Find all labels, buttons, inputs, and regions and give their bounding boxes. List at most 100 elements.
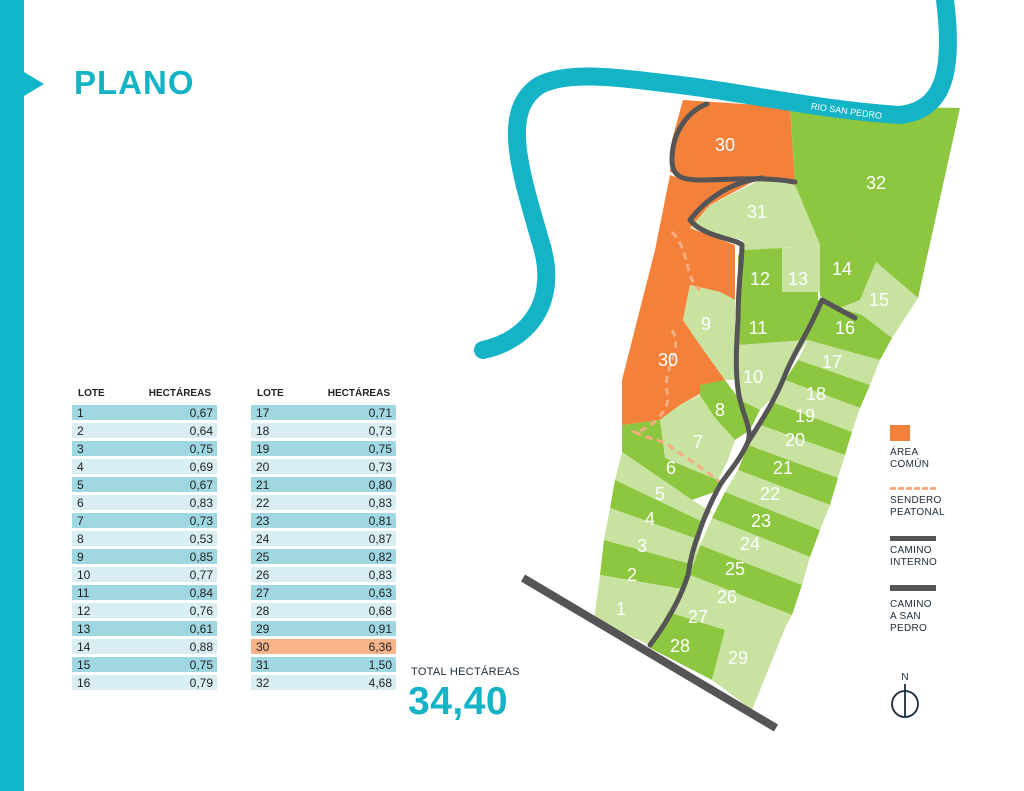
legend-common-area: ÁREA COMÚN: [890, 447, 929, 471]
lots-table-1: LOTE HECTÁREAS 1 0,67 2 0,64 3 0,75 4 0,69 5 0,67…: [72, 383, 217, 693]
lot-number: 29: [251, 621, 318, 636]
lot-label-26: 26: [717, 587, 737, 607]
table-row: 24 0,87: [251, 531, 396, 546]
lot-label-21: 21: [773, 458, 793, 478]
table-row: 25 0,82: [251, 549, 396, 564]
table-row: 26 0,83: [251, 567, 396, 582]
lot-hectares: 0,77: [139, 567, 217, 582]
lot-number: 32: [251, 675, 318, 690]
lot-number: 26: [251, 567, 318, 582]
lot-hectares: 0,84: [139, 585, 217, 600]
lot-25: [700, 518, 810, 585]
lot-number: 17: [251, 405, 318, 420]
accent-arrow-icon: [24, 72, 44, 96]
lot-26: [690, 545, 802, 615]
lot-18: [785, 360, 870, 408]
lot-label-20: 20: [785, 430, 805, 450]
lot-31: [690, 180, 820, 250]
lot-label-31: 31: [747, 202, 767, 222]
table-row: 31 1,50: [251, 657, 396, 672]
lot-9: [683, 285, 735, 380]
total-hectares-label: TOTAL HECTÁREAS: [411, 666, 520, 678]
lot-label-3: 3: [637, 536, 647, 556]
lot-22: [738, 445, 838, 505]
table-row: 10 0,77: [72, 567, 217, 582]
lot-hectares: 0,91: [318, 621, 396, 636]
table-row: 15 0,75: [72, 657, 217, 672]
lot-hectares: 0,76: [139, 603, 217, 618]
lot-13: [782, 245, 820, 292]
lot-11: [738, 312, 818, 345]
lot-label-32: 32: [866, 173, 886, 193]
legend-text: CAMINO: [890, 545, 932, 556]
legend-road-san-pedro-swatch: [890, 585, 936, 591]
table-row: 12 0,76: [72, 603, 217, 618]
lot-number: 27: [251, 585, 318, 600]
lot-number: 22: [251, 495, 318, 510]
lot-19: [772, 380, 860, 432]
lot-label-17: 17: [822, 352, 842, 372]
lot-16: [805, 300, 892, 360]
lot-hectares: 0,73: [318, 423, 396, 438]
lot-hectares: 0,71: [318, 405, 396, 420]
lot-7: [660, 395, 735, 480]
lot-number: 14: [72, 639, 139, 654]
lot-hectares: 0,88: [139, 639, 217, 654]
table-row: 20 0,73: [251, 459, 396, 474]
lot-2: [600, 540, 694, 590]
table-row: 14 0,88: [72, 639, 217, 654]
lot-label-30-main: 30: [658, 350, 678, 370]
footpath: [630, 230, 721, 484]
lot-number: 23: [251, 513, 318, 528]
lot-hectares: 0,67: [139, 477, 217, 492]
lot-hectares: 1,50: [318, 657, 396, 672]
lot-number: 6: [72, 495, 139, 510]
table-row: 19 0,75: [251, 441, 396, 456]
header-lote: LOTE: [257, 387, 284, 399]
lot-label-14: 14: [832, 259, 852, 279]
lot-number: 3: [72, 441, 139, 456]
table-row: 13 0,61: [72, 621, 217, 636]
lots-table-2: LOTE HECTÁREAS 17 0,71 18 0,73 19 0,75 20 0,73 2…: [251, 383, 396, 693]
lot-17: [798, 340, 880, 385]
north-compass-icon: N: [891, 672, 919, 718]
lot-number: 1: [72, 405, 139, 420]
lot-number: 31: [251, 657, 318, 672]
lot-hectares: 0,75: [139, 441, 217, 456]
lot-hectares: 0,64: [139, 423, 217, 438]
left-accent-bar: [0, 0, 24, 791]
lot-label-8: 8: [715, 400, 725, 420]
header-lote: LOTE: [78, 387, 105, 399]
lot-number: 19: [251, 441, 318, 456]
lot-label-16: 16: [835, 318, 855, 338]
lot-number: 15: [72, 657, 139, 672]
lot-hectares: 0,85: [139, 549, 217, 564]
lot-23: [725, 470, 830, 530]
lot-hectares: 4,68: [318, 675, 396, 690]
legend-text: PEDRO: [890, 623, 928, 634]
lot-label-25: 25: [725, 559, 745, 579]
table-row: 30 6,36: [251, 639, 396, 654]
road-to-san-pedro: [520, 574, 779, 732]
table-row: 1 0,67: [72, 405, 217, 420]
lot-label-11: 11: [749, 318, 768, 338]
legend-road-san-pedro: CAMINO A SAN PEDRO: [890, 599, 932, 635]
lot-label-22: 22: [760, 484, 780, 504]
table-row: 18 0,73: [251, 423, 396, 438]
lot-label-30-top: 30: [715, 135, 735, 155]
lot-label-15: 15: [869, 290, 889, 310]
page-title: PLANO: [74, 64, 195, 101]
table-row: 17 0,71: [251, 405, 396, 420]
table-row: 27 0,63: [251, 585, 396, 600]
header-hectareas: HECTÁREAS: [148, 387, 211, 399]
lot-label-4: 4: [645, 509, 655, 529]
lot-28: [650, 612, 725, 680]
legend-footpath: SENDERO PEATONAL: [890, 495, 945, 519]
lot-number: 7: [72, 513, 139, 528]
legend-text: SENDERO: [890, 495, 942, 506]
lot-hectares: 0,82: [318, 549, 396, 564]
lot-number: 10: [72, 567, 139, 582]
lot-number: 25: [251, 549, 318, 564]
table-row: 16 0,79: [72, 675, 217, 690]
table-row: 4 0,69: [72, 459, 217, 474]
